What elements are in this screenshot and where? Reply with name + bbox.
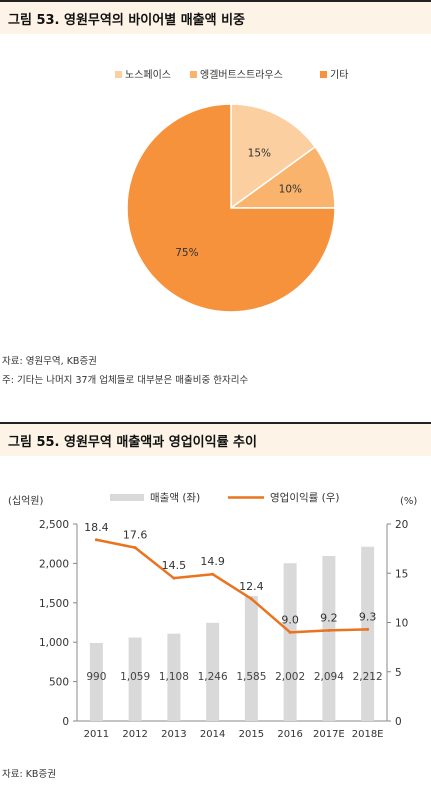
bar: [322, 555, 336, 721]
margin-value-label: 17.6: [123, 529, 148, 542]
x-axis-tick-label: 2018E: [352, 729, 384, 740]
left-axis-tick-label: 0: [62, 716, 69, 728]
figure2-source: 자료: KB증권: [2, 769, 56, 780]
bar-value-label: 2,094: [314, 671, 344, 683]
margin-point: [133, 546, 137, 550]
pie-slice-label: 15%: [248, 147, 271, 159]
margin-point: [366, 627, 370, 631]
right-axis-tick-label: 0: [395, 716, 402, 728]
pie-legend-swatch: [190, 71, 197, 78]
pie-slices: [126, 103, 336, 313]
margin-value-label: 18.4: [84, 521, 109, 534]
x-axis-tick-label: 2013: [161, 729, 186, 740]
right-axis-tick-label: 5: [395, 667, 402, 679]
margin-point: [249, 597, 253, 601]
margin-value-label: 14.5: [162, 559, 187, 572]
left-axis-tick-label: 2,000: [39, 558, 69, 570]
combo-chart: 매출액 (좌) 영업이익률 (우) (십억원) (%) 0 500 1,000 1,500 2…: [8, 491, 417, 740]
pie-slice: [230, 103, 317, 210]
figure1-source: 자료: 영원무역, KB증권: [2, 356, 97, 367]
bar-value-label: 1,059: [120, 671, 150, 683]
margin-point: [94, 538, 98, 542]
legend-bar-label: 매출액 (좌): [150, 492, 200, 504]
bar: [128, 637, 142, 721]
bar-value-label: 1,246: [198, 671, 228, 683]
margin-value-label: 12.4: [239, 580, 264, 593]
right-axis-unit: (%): [400, 496, 417, 507]
pie-legend: 노스페이스 엥겔버트스트라우스 기타: [115, 69, 348, 81]
x-axis-tick-label: 2012: [122, 729, 147, 740]
pie-chart: 노스페이스 엥겔버트스트라우스 기타 15% 10% 75%: [115, 69, 348, 313]
margin-point: [211, 572, 215, 576]
bar-value-label: 1,108: [159, 671, 189, 683]
x-axis-tick-label: 2017E: [313, 729, 345, 740]
bar-value-label: 1,585: [236, 671, 266, 683]
combo-labels: 990 1,059 1,108 1,246 1,585 2,002 2,094 2,212 18…: [84, 521, 383, 683]
margin-value-label: 9.3: [359, 610, 377, 623]
combo-line: [94, 538, 370, 634]
right-axis-tick-label: 15: [395, 568, 408, 580]
legend-line-label: 영업이익률 (우): [270, 491, 340, 504]
figure1-footnote: 주: 기타는 나머지 37개 업체들로 대부분은 매출비중 한자리수: [2, 375, 249, 386]
left-axis-tick-label: 1,500: [39, 598, 69, 610]
figure1-title: 그림 53. 영원무역의 바이어별 매출액 비중: [8, 13, 246, 28]
pie-slice-label: 75%: [175, 247, 198, 259]
pie-legend-label: 엥겔버트스트라우스: [200, 69, 283, 81]
bar: [361, 546, 375, 721]
pie-slice-label: 10%: [279, 184, 302, 196]
x-axis-tick-label: 2015: [239, 729, 264, 740]
x-axis-tick-label: 2014: [200, 729, 225, 740]
legend-bar-swatch: [110, 494, 144, 501]
x-axis-tick-label: 2016: [277, 729, 302, 740]
left-axis-tick-label: 500: [49, 677, 69, 689]
x-axis-tick-label: 2011: [84, 729, 109, 740]
pie-legend-swatch: [320, 71, 327, 78]
margin-value-label: 14.9: [200, 555, 225, 568]
pie-slice: [126, 103, 336, 313]
left-axis-unit: (십억원): [8, 495, 44, 507]
left-axis-tick-label: 1,000: [39, 637, 69, 649]
margin-point: [288, 630, 292, 634]
pie-legend-label: 기타: [330, 69, 348, 81]
bar: [283, 563, 297, 721]
margin-value-label: 9.0: [281, 613, 299, 626]
margin-line: [96, 538, 368, 634]
right-axis-tick-label: 20: [395, 519, 408, 531]
bar: [167, 633, 181, 721]
bar-value-label: 2,002: [275, 671, 305, 683]
figure1-header: 그림 53. 영원무역의 바이어별 매출액 비중: [0, 0, 431, 34]
bar: [89, 642, 103, 721]
left-axis-tick-label: 2,500: [39, 519, 69, 531]
pie-legend-swatch: [115, 71, 122, 78]
figure2-title: 그림 55. 영원무역 매출액과 영업이익률 추이: [8, 435, 257, 450]
pie-legend-label: 노스페이스: [125, 69, 171, 81]
pie-labels: 15% 10% 75%: [175, 147, 302, 259]
bar-value-label: 990: [86, 671, 106, 683]
margin-point: [327, 628, 331, 632]
bar-value-label: 2,212: [353, 671, 383, 683]
right-axis-tick-label: 10: [395, 618, 408, 630]
figure2-header: 그림 55. 영원무역 매출액과 영업이익률 추이: [0, 422, 431, 456]
combo-bars: [89, 546, 375, 721]
margin-point: [172, 576, 176, 580]
combo-legend: 매출액 (좌) 영업이익률 (우): [110, 491, 340, 504]
bar: [206, 622, 220, 721]
margin-value-label: 9.2: [320, 611, 338, 624]
bar: [244, 596, 258, 721]
